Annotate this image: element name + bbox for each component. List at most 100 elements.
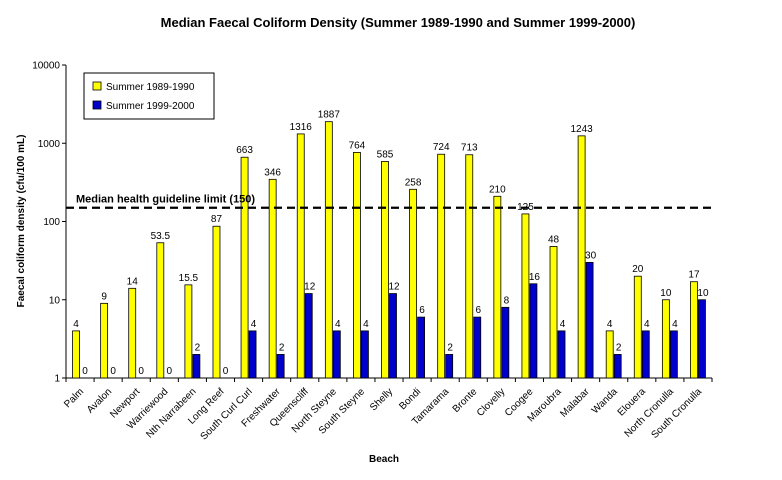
y-tick-label: 10 <box>49 295 61 306</box>
bar-1989 <box>184 284 193 379</box>
bar-1989 <box>128 287 137 379</box>
bar-1989 <box>381 161 389 379</box>
data-label: 713 <box>461 143 478 154</box>
bar-1999 <box>698 299 706 379</box>
y-tick-label: 10000 <box>32 61 60 72</box>
data-label: 0 <box>82 366 88 377</box>
bar-1999 <box>613 354 622 379</box>
data-label: 0 <box>110 366 116 377</box>
data-label: 87 <box>211 214 223 225</box>
bar-1989 <box>212 225 221 379</box>
bar-1999 <box>304 293 313 379</box>
y-axis-label: Faecal coliform density (cfu/100 mL) <box>16 135 27 308</box>
bar-1989 <box>240 156 249 379</box>
data-label: 1887 <box>318 110 341 121</box>
bar-1999 <box>641 330 650 379</box>
legend-label-1989: Summer 1989-1990 <box>106 82 195 93</box>
bar-1989 <box>100 302 109 379</box>
data-label: 0 <box>223 366 229 377</box>
data-label: 4 <box>607 319 613 330</box>
guideline-limit-label: Median health guideline limit (150) <box>76 194 255 206</box>
x-tick-label: Bondi <box>397 386 423 412</box>
data-label: 1243 <box>570 124 593 135</box>
bar-1999 <box>557 330 566 379</box>
legend-box <box>83 72 215 120</box>
data-label: 53.5 <box>151 231 171 242</box>
data-label: 4 <box>363 319 369 330</box>
bar-1999 <box>389 293 397 379</box>
data-label: 2 <box>279 342 285 353</box>
bar-1989 <box>437 153 446 379</box>
data-label: 724 <box>433 142 450 153</box>
data-label: 16 <box>529 272 541 283</box>
data-label: 4 <box>251 319 257 330</box>
bar-1989 <box>493 195 502 379</box>
data-label: 0 <box>138 366 144 377</box>
data-label: 6 <box>475 305 481 316</box>
x-tick-label: Shelly <box>368 386 395 413</box>
data-label: 14 <box>127 276 139 287</box>
bar-1999 <box>501 306 510 379</box>
bar-1999 <box>473 316 482 379</box>
data-label: 210 <box>489 184 506 195</box>
x-tick-label: Clovelly <box>475 386 508 419</box>
bar-1999 <box>276 354 285 379</box>
data-label: 12 <box>388 282 400 293</box>
data-label: 20 <box>632 264 644 275</box>
data-label: 2 <box>616 342 622 353</box>
bar-1989 <box>605 330 614 379</box>
data-label: 30 <box>585 250 597 261</box>
data-label: 764 <box>349 140 366 151</box>
bar-1989 <box>72 330 80 379</box>
legend-swatch-1999 <box>92 100 102 110</box>
data-label: 10 <box>660 288 672 299</box>
y-tick-label: 100 <box>43 217 60 228</box>
bar-1999 <box>585 262 594 379</box>
bar-1999 <box>669 330 678 379</box>
x-tick-label: Malabar <box>558 386 592 420</box>
data-label: 2 <box>447 342 453 353</box>
x-axis-label: Beach <box>369 454 399 465</box>
data-label: 17 <box>688 270 700 281</box>
bar-1989 <box>633 275 642 379</box>
data-label: 0 <box>167 366 173 377</box>
bar-1989 <box>549 246 558 379</box>
data-label: 1316 <box>290 122 313 133</box>
bar-1989 <box>690 281 698 379</box>
x-tick-label: Palm <box>62 386 86 410</box>
data-label: 2 <box>195 342 201 353</box>
data-label: 6 <box>419 305 425 316</box>
data-label: 9 <box>101 291 107 302</box>
chart-title: Median Faecal Coliform Density (Summer 1… <box>161 15 636 30</box>
data-label: 585 <box>377 149 394 160</box>
data-label: 4 <box>644 319 650 330</box>
bar-1999 <box>361 330 369 379</box>
x-tick-label: North Cronulla <box>623 386 677 440</box>
data-label: 8 <box>504 295 510 306</box>
legend-swatch-1989 <box>92 81 102 91</box>
bar-1989 <box>156 242 165 379</box>
bar-1999 <box>417 316 425 379</box>
data-label: 4 <box>560 319 566 330</box>
data-label: 4 <box>672 319 678 330</box>
data-label: 48 <box>548 234 560 245</box>
bar-1999 <box>332 330 341 379</box>
data-label: 4 <box>73 319 79 330</box>
data-label: 258 <box>405 177 422 188</box>
bar-1999 <box>192 354 201 379</box>
bar-1989 <box>324 121 333 379</box>
bar-1989 <box>661 299 670 379</box>
bar-1999 <box>445 354 454 379</box>
bar-1989 <box>268 178 277 379</box>
legend-label-1999: Summer 1999-2000 <box>106 101 195 112</box>
bar-1999 <box>248 330 257 379</box>
bar-1989 <box>353 151 361 379</box>
x-tick-label: South Cronulla <box>650 386 705 441</box>
bar-1989 <box>465 154 474 379</box>
data-label: 663 <box>236 145 253 156</box>
bar-1989 <box>521 213 530 379</box>
data-label: 12 <box>304 282 316 293</box>
bar-1989 <box>577 135 586 379</box>
bar-1989 <box>296 133 305 379</box>
